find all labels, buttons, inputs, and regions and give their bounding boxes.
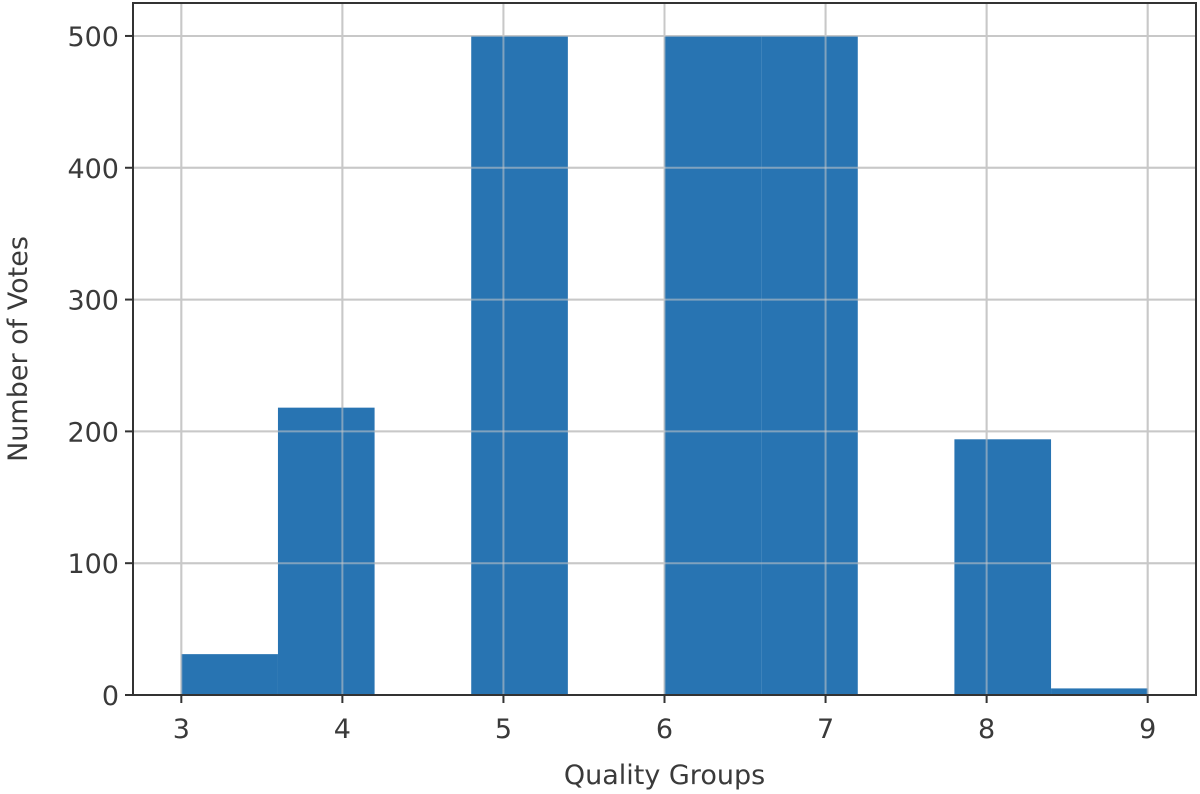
x-tick-label: 9 (1139, 714, 1156, 745)
y-tick-label: 300 (67, 286, 119, 317)
x-tick-label: 4 (334, 714, 351, 745)
y-tick-label: 500 (67, 22, 119, 53)
bars-group (133, 3, 1196, 696)
y-tick-label: 100 (67, 549, 119, 580)
histogram-bar (761, 35, 858, 695)
x-axis-label: Quality Groups (564, 760, 765, 791)
histogram-bar (277, 407, 375, 695)
y-axis-label: Number of Votes (3, 236, 34, 462)
histogram-bar (1051, 688, 1148, 695)
histogram-bar (664, 35, 762, 695)
histogram-bar (181, 654, 278, 695)
axis-ticks: 3 4 5 6 7 8 9 0 100 200 300 400 500 (67, 22, 1156, 745)
x-tick-label: 8 (978, 714, 995, 745)
histogram-bar (471, 35, 568, 695)
x-tick-label: 6 (656, 714, 673, 745)
y-tick-label: 400 (67, 154, 119, 185)
grid-overlay (133, 3, 1196, 696)
histogram-bar (954, 439, 1052, 695)
x-tick-label: 7 (817, 714, 834, 745)
y-tick-label: 200 (67, 417, 119, 448)
x-tick-label: 3 (173, 714, 190, 745)
x-tick-label: 5 (495, 714, 512, 745)
y-tick-label: 0 (102, 681, 119, 712)
